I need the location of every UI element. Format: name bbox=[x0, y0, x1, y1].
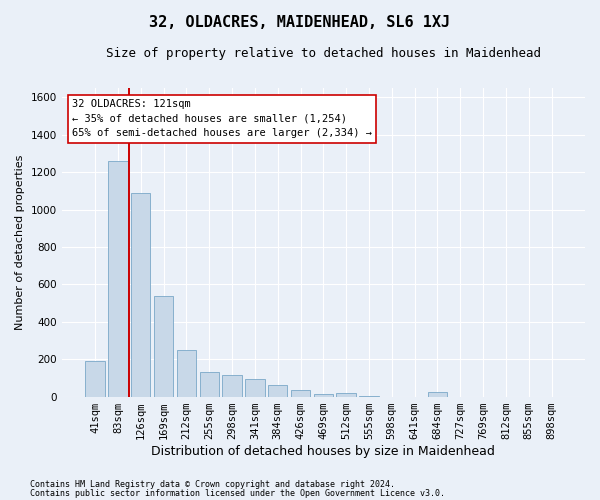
X-axis label: Distribution of detached houses by size in Maidenhead: Distribution of detached houses by size … bbox=[151, 444, 495, 458]
Y-axis label: Number of detached properties: Number of detached properties bbox=[15, 154, 25, 330]
Bar bbox=[154, 296, 173, 396]
Bar bbox=[177, 350, 196, 397]
Text: Contains HM Land Registry data © Crown copyright and database right 2024.: Contains HM Land Registry data © Crown c… bbox=[30, 480, 395, 489]
Text: 32, OLDACRES, MAIDENHEAD, SL6 1XJ: 32, OLDACRES, MAIDENHEAD, SL6 1XJ bbox=[149, 15, 451, 30]
Bar bbox=[223, 375, 242, 396]
Bar bbox=[314, 394, 333, 396]
Text: 32 OLDACRES: 121sqm
← 35% of detached houses are smaller (1,254)
65% of semi-det: 32 OLDACRES: 121sqm ← 35% of detached ho… bbox=[72, 99, 372, 138]
Bar bbox=[428, 392, 447, 396]
Text: Contains public sector information licensed under the Open Government Licence v3: Contains public sector information licen… bbox=[30, 488, 445, 498]
Bar bbox=[108, 161, 128, 396]
Bar bbox=[131, 193, 151, 396]
Bar bbox=[200, 372, 219, 396]
Bar bbox=[85, 361, 105, 396]
Bar bbox=[337, 393, 356, 396]
Bar bbox=[268, 386, 287, 396]
Title: Size of property relative to detached houses in Maidenhead: Size of property relative to detached ho… bbox=[106, 48, 541, 60]
Bar bbox=[291, 390, 310, 396]
Bar bbox=[245, 379, 265, 396]
